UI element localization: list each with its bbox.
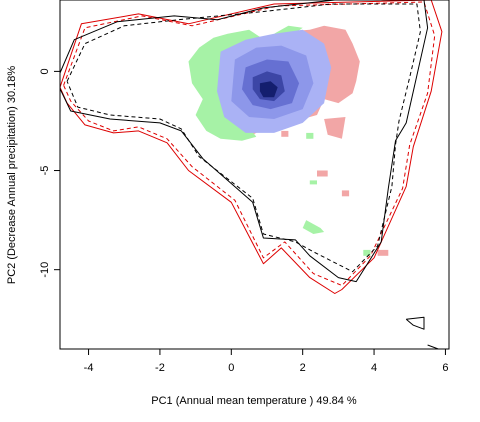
x-axis-title: PC1 (Annual mean temperature ) 49.84 % xyxy=(151,395,357,407)
black-solid-envelope-5 xyxy=(427,344,439,349)
y-tick-label: 0 xyxy=(39,68,51,74)
pink-niche-area-0 xyxy=(245,25,360,137)
density-layer xyxy=(217,29,332,133)
green-niche-area-9 xyxy=(309,180,317,185)
y-axis: 0 -5 -10 xyxy=(39,68,60,278)
x-tick-label: 2 xyxy=(300,362,306,374)
x-axis: -4 -2 0 2 4 6 xyxy=(84,349,448,374)
pink-niche-area-5 xyxy=(281,130,289,137)
x-tick-label: -4 xyxy=(84,362,94,374)
black-solid-envelope-2 xyxy=(60,0,429,283)
pink-niche-area-2 xyxy=(317,170,328,177)
density-level-4 xyxy=(259,81,278,98)
envelope-layer xyxy=(60,0,443,349)
x-tick-label: 4 xyxy=(371,362,377,374)
pink-niche-area-3 xyxy=(341,190,350,197)
x-tick-label: -2 xyxy=(155,362,165,374)
black-solid-envelope-4 xyxy=(405,316,425,330)
green-niche-area-10 xyxy=(363,249,371,256)
pink-niche-area-4 xyxy=(377,249,389,256)
pink-niche-area-1 xyxy=(324,117,346,139)
y-axis-title: PC2 (Decrease Annual precipitation) 30.1… xyxy=(6,66,18,285)
green-niche-area-11 xyxy=(306,132,314,139)
red-solid-envelope-0 xyxy=(60,0,443,294)
red-dashed-envelope-1 xyxy=(63,1,436,286)
x-tick-label: 0 xyxy=(228,362,234,374)
green-niche-area-8 xyxy=(302,220,325,234)
y-tick-label: -5 xyxy=(39,166,51,176)
plot-frame xyxy=(59,0,450,350)
y-tick-label: -10 xyxy=(39,262,51,278)
x-tick-label: 6 xyxy=(442,362,448,374)
